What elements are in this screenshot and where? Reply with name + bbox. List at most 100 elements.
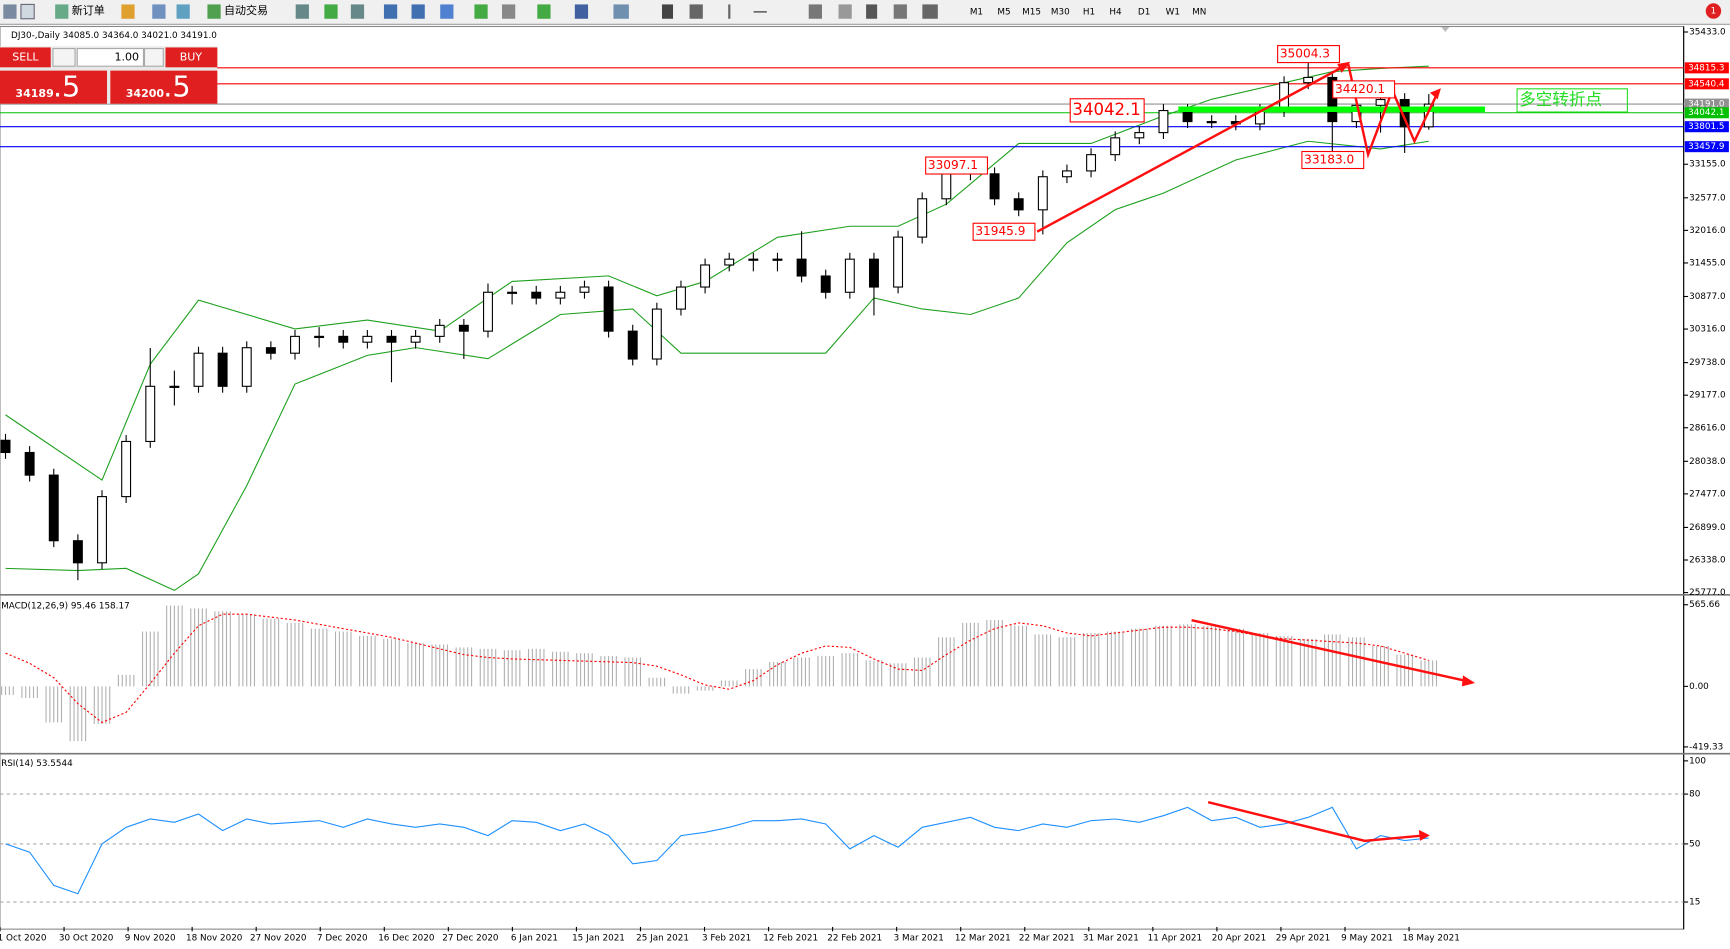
y-tick-label: 32577.0 <box>1689 193 1726 203</box>
x-tick-label: 25 Jan 2021 <box>636 933 689 943</box>
candle-body <box>1158 109 1169 134</box>
auto-trading-button[interactable]: 自动交易 <box>224 3 268 17</box>
icon[interactable] <box>574 4 589 19</box>
timeframe-button[interactable]: M1 <box>970 8 983 18</box>
annotation: 33183.0 <box>1304 153 1354 167</box>
candle-body <box>868 258 879 288</box>
buy-button[interactable] <box>165 47 218 68</box>
candle-body <box>1399 98 1410 128</box>
y-tick-label: 29177.0 <box>1689 391 1726 401</box>
icon[interactable] <box>121 4 135 19</box>
x-tick-label: 27 Dec 2020 <box>442 933 499 943</box>
timeframe-button[interactable]: H1 <box>1083 8 1095 18</box>
icon[interactable] <box>176 4 190 19</box>
drawn-arrows <box>1036 62 1471 843</box>
x-tick-label: 18 Nov 2020 <box>186 933 243 943</box>
chart-header: DJ30-,Daily 34085.0 34364.0 34021.0 3419… <box>11 31 217 41</box>
icon[interactable] <box>893 4 907 19</box>
icon[interactable] <box>808 4 822 19</box>
x-tick-label: 16 Dec 2020 <box>378 933 435 943</box>
x-tick-label: 9 May 2021 <box>1341 933 1393 943</box>
price-level-box <box>1684 98 1729 110</box>
candle-body <box>121 440 132 498</box>
icon[interactable] <box>922 4 938 19</box>
sell-button[interactable] <box>0 47 51 68</box>
candle-body <box>555 291 566 299</box>
timeframe-button[interactable]: D1 <box>1138 8 1150 18</box>
y-tick-label: 35433.0 <box>1689 27 1726 37</box>
timeframe-button[interactable]: M30 <box>1051 8 1070 18</box>
y-tick-label: 32016.0 <box>1689 226 1726 236</box>
candle-body <box>1206 121 1217 124</box>
candle-body <box>48 474 59 542</box>
icon[interactable] <box>613 4 629 19</box>
icon[interactable] <box>474 4 488 19</box>
bid-box[interactable] <box>0 70 108 104</box>
icon[interactable] <box>55 4 69 19</box>
ask-box[interactable] <box>110 70 218 104</box>
ask-price: 34200 <box>126 87 165 100</box>
candle-body <box>844 258 855 293</box>
candle-body <box>700 264 711 288</box>
icon[interactable] <box>753 11 767 13</box>
new-order-button[interactable]: 新订单 <box>72 3 105 17</box>
x-tick-label: 18 May 2021 <box>1402 933 1459 943</box>
candle-body <box>458 324 469 332</box>
candle-body <box>1375 98 1386 106</box>
x-tick-label: 3 Mar 2021 <box>894 933 944 943</box>
timeframe-button[interactable]: H4 <box>1109 8 1122 18</box>
icon[interactable] <box>838 4 852 19</box>
timeframe-button[interactable]: MN <box>1192 8 1206 18</box>
icon[interactable] <box>3 4 17 19</box>
icon[interactable] <box>689 4 703 19</box>
candle-body <box>917 198 928 238</box>
timeframe-button[interactable]: M5 <box>997 8 1010 18</box>
annotation-box <box>1277 45 1340 64</box>
timeframe-button[interactable]: W1 <box>1166 8 1180 18</box>
candle-body <box>483 291 493 332</box>
macd-signal <box>5 613 1429 724</box>
icon[interactable] <box>324 4 338 19</box>
toolbar-icons <box>3 3 938 20</box>
lot-down[interactable] <box>52 48 76 67</box>
notification-badge[interactable] <box>1705 3 1722 19</box>
x-tick-label: 30 Oct 2020 <box>59 933 114 943</box>
candle-body <box>434 324 445 337</box>
rsi-header: RSI(14) 53.5544 <box>1 759 73 769</box>
icon[interactable] <box>383 4 398 19</box>
y-tick-label: 25777.0 <box>1689 588 1726 598</box>
sell-label: SELL <box>12 50 39 63</box>
candle-body <box>772 258 783 261</box>
x-tick-label: 29 Apr 2021 <box>1276 933 1330 943</box>
icon[interactable] <box>350 4 365 19</box>
candle-body <box>1013 198 1024 211</box>
icon[interactable] <box>295 4 309 19</box>
icon[interactable] <box>502 4 516 19</box>
icon[interactable] <box>440 4 454 19</box>
icon[interactable] <box>866 4 878 19</box>
icon[interactable] <box>411 4 425 19</box>
icon[interactable] <box>728 4 731 19</box>
candle-body <box>676 286 686 310</box>
candle-body <box>724 258 735 266</box>
candle-body <box>72 540 83 564</box>
icon[interactable] <box>152 4 166 19</box>
candle-body <box>796 258 807 277</box>
price-level-label: 34540.4 <box>1688 79 1725 89</box>
candle-body <box>0 439 11 454</box>
badge-count: 1 <box>1711 7 1717 17</box>
timeframe-button[interactable]: M15 <box>1022 8 1041 18</box>
icon[interactable] <box>537 4 551 19</box>
x-tick-label: 12 Mar 2021 <box>955 933 1011 943</box>
icon[interactable] <box>20 3 35 20</box>
bid-fraction: .5 <box>53 69 80 103</box>
candle-body <box>1086 154 1097 172</box>
lot-up[interactable] <box>143 48 164 67</box>
candle-body <box>748 258 759 261</box>
lot-input[interactable] <box>76 48 144 67</box>
candle-body <box>603 286 614 332</box>
icon[interactable] <box>207 4 221 19</box>
macd-header: MACD(12,26,9) 95.46 158.17 <box>1 601 130 611</box>
price-level-box <box>1684 121 1729 133</box>
icon[interactable] <box>661 4 674 19</box>
